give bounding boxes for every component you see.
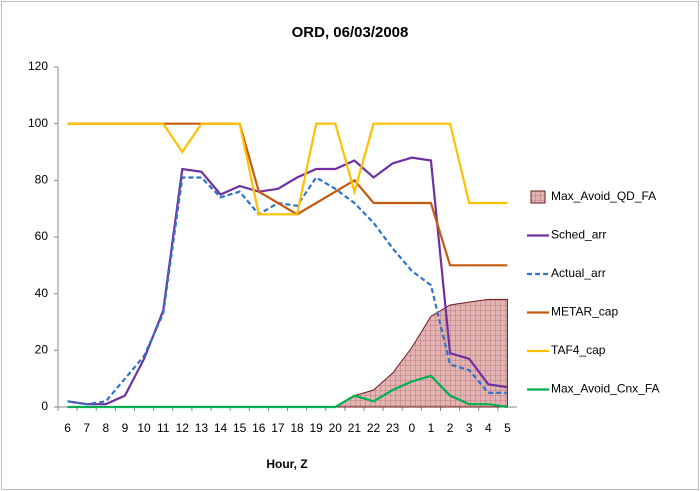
x-tick-label: 0 <box>408 421 415 435</box>
y-tick-label: 20 <box>35 343 49 357</box>
y-tick-label: 40 <box>35 286 49 300</box>
x-tick-label: 1 <box>428 421 435 435</box>
x-tick-label: 22 <box>367 421 381 435</box>
x-tick-label: 16 <box>252 421 266 435</box>
x-tick-label: 17 <box>271 421 285 435</box>
x-tick-label: 10 <box>137 421 151 435</box>
legend-label: Sched_arr <box>551 228 606 242</box>
line <box>67 122 508 216</box>
x-tick-label: 9 <box>122 421 129 435</box>
legend-label: Actual_arr <box>551 266 606 280</box>
line <box>67 176 508 406</box>
x-tick-label: 3 <box>466 421 473 435</box>
y-tick-label: 100 <box>28 116 48 130</box>
line <box>67 156 508 406</box>
x-tick-label: 19 <box>310 421 324 435</box>
x-tick-label: 18 <box>290 421 304 435</box>
x-tick-label: 23 <box>386 421 400 435</box>
legend-label: Max_Avoid_Cnx_FA <box>551 382 660 396</box>
x-tick-label: 7 <box>83 421 90 435</box>
x-tick-label: 6 <box>64 421 71 435</box>
y-tick-label: 120 <box>28 59 48 73</box>
legend-swatch <box>530 190 546 204</box>
x-tick-label: 4 <box>485 421 492 435</box>
x-tick-label: 11 <box>157 421 170 435</box>
chart-title: ORD, 06/03/2008 <box>292 24 409 41</box>
legend-label: METAR_cap <box>551 305 618 319</box>
x-tick-label: 15 <box>233 421 247 435</box>
x-tick-label: 8 <box>102 421 109 435</box>
y-tick-label: 0 <box>41 399 48 413</box>
legend-label: Max_Avoid_QD_FA <box>551 189 656 203</box>
x-tick-label: 20 <box>329 421 343 435</box>
x-tick-label: 12 <box>176 421 190 435</box>
x-axis-title: Hour, Z <box>266 457 307 471</box>
legend-label: TAF4_cap <box>551 343 606 357</box>
x-tick-label: 21 <box>348 421 362 435</box>
x-tick-label: 5 <box>504 421 511 435</box>
x-tick-label: 13 <box>195 421 209 435</box>
line <box>67 374 508 409</box>
y-tick-label: 60 <box>35 229 49 243</box>
x-tick-label: 2 <box>447 421 454 435</box>
x-tick-label: 14 <box>214 421 228 435</box>
y-tick-label: 80 <box>35 173 49 187</box>
